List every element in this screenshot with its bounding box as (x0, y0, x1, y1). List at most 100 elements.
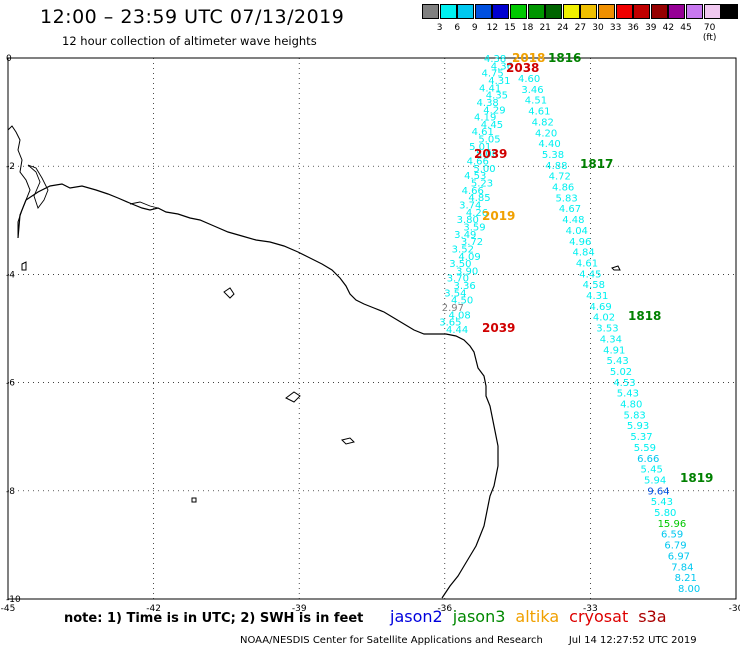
island (191, 497, 197, 503)
swh-value: 4.80 (620, 400, 642, 411)
colorbar-label: 45 (680, 23, 692, 33)
longitude-tick-label: -36 (437, 604, 452, 614)
colorbar-swatch (598, 4, 615, 19)
swh-value: 4.44 (446, 325, 468, 336)
coastline (17, 183, 499, 599)
latitude-tick-label: -8 (6, 487, 15, 497)
swh-value: 4.26 (466, 208, 488, 219)
pass-time-label: 1818 (628, 309, 661, 323)
colorbar-swatch (510, 4, 527, 19)
swh-value: 4.67 (559, 204, 581, 215)
swh-value: 4.38 (484, 54, 506, 65)
colorbar-label: 9 (471, 23, 478, 33)
pass-time-label: 2039 (474, 147, 507, 161)
island (129, 201, 159, 209)
colorbar-label: 15 (504, 23, 516, 33)
legend-altika: altika (515, 607, 560, 626)
colorbar-swatch (474, 4, 492, 19)
island (223, 287, 235, 299)
satellite-legend: jason2 jason3 altika cryosat s3a (390, 607, 677, 626)
swh-value: 4.96 (569, 237, 591, 248)
colorbar-label: 12 (486, 23, 499, 33)
swh-value: 3.90 (456, 266, 478, 277)
swh-value: 4.19 (474, 113, 496, 124)
swh-value: 5.43 (617, 389, 639, 400)
swh-value: 4.04 (566, 226, 588, 237)
swh-value: 3.46 (521, 85, 543, 96)
swh-value: 3.53 (596, 324, 618, 335)
footer-timestamp: Jul 14 12:27:52 UTC 2019 (568, 635, 697, 646)
legend-s3a: s3a (638, 607, 667, 626)
latitude-ticks: 0 -2 -4 -6 -8 -10 (6, 54, 21, 605)
pass-time-label: 1817 (580, 157, 613, 171)
swh-value: 4.69 (589, 302, 611, 313)
pass-time-label: 2038 (506, 61, 539, 75)
colorbar-swatch (439, 4, 457, 19)
swh-value: 6.79 (664, 541, 686, 552)
colorbar-swatch (686, 4, 703, 19)
swh-value: 4.82 (532, 117, 554, 128)
colorbar-swatch (580, 4, 598, 19)
pass-time-label: 1816 (548, 51, 581, 65)
latitude-tick-label: 0 (6, 54, 12, 64)
swh-value: 5.02 (610, 367, 632, 378)
swh-value: 6.97 (668, 551, 690, 562)
latitude-tick-label: -10 (6, 595, 21, 605)
colorbar-swatch (650, 4, 668, 19)
swh-value: 4.09 (458, 252, 480, 263)
coastline-detail (7, 125, 31, 238)
swh-value: 4.58 (583, 280, 605, 291)
swh-value: 5.93 (627, 421, 649, 432)
swh-value: 5.59 (634, 443, 656, 454)
swh-value: 3.50 (449, 259, 471, 270)
swh-value: 7.84 (671, 562, 693, 573)
swh-value: 4.29 (483, 105, 505, 116)
swh-value: 4.08 (448, 310, 470, 321)
swh-value: 3.49 (454, 230, 476, 241)
swh-value: 4.36 (491, 61, 513, 72)
colorbar-label: 21 (539, 23, 551, 33)
swh-value: 4.66 (467, 157, 489, 168)
colorbar-swatch (545, 4, 563, 19)
swh-value: 4.02 (593, 313, 615, 324)
legend-jason3: jason3 (452, 607, 506, 626)
swh-value: 4.53 (613, 378, 635, 389)
longitude-tick-label: -45 (1, 604, 16, 614)
swh-value: 5.80 (654, 508, 676, 519)
swh-value: 3.70 (447, 274, 469, 285)
colorbar-label: 18 (521, 23, 534, 33)
swh-value: 4.61 (576, 258, 598, 269)
swh-value: 5.00 (473, 164, 495, 175)
swh-value: 8.21 (675, 573, 697, 584)
swh-value: 3.52 (452, 244, 474, 255)
coastline-detail (27, 164, 49, 209)
swh-value: 5.43 (651, 497, 673, 508)
swh-value: 5.83 (624, 410, 646, 421)
footer-credit: NOAA/NESDIS Center for Satellite Applica… (240, 635, 543, 646)
swh-value: 3.72 (461, 237, 483, 248)
swh-value: 4.41 (479, 83, 501, 94)
swh-value: 4.66 (462, 186, 484, 197)
island (341, 437, 355, 445)
swh-value: 6.66 (637, 454, 659, 465)
colorbar-swatch (633, 4, 651, 19)
swh-value: 4.48 (562, 215, 584, 226)
map-title: 12:00 – 23:59 UTC 07/13/2019 (40, 6, 345, 28)
colorbar-label: 6 (454, 23, 461, 33)
colorbar-swatch (492, 4, 510, 19)
colorbar-swatch (703, 4, 721, 19)
island (21, 261, 27, 271)
longitude-tick-label: -39 (292, 604, 307, 614)
swh-value: 4.75 (482, 69, 504, 80)
swh-value: 5.37 (630, 432, 652, 443)
swh-value: 3.54 (444, 288, 466, 299)
swh-value: 3.59 (463, 222, 485, 233)
swh-value: 4.50 (451, 296, 473, 307)
swh-value: 4.53 (464, 171, 486, 182)
swh-value: 4.72 (549, 172, 571, 183)
swh-value: 4.38 (477, 98, 499, 109)
longitude-ticks: -45 -42 -39 -36 -33 -30 (1, 604, 740, 614)
right-track-values: 4.603.464.514.614.824.204.405.384.884.72… (518, 74, 700, 595)
longitude-tick-label: -30 (729, 604, 740, 614)
